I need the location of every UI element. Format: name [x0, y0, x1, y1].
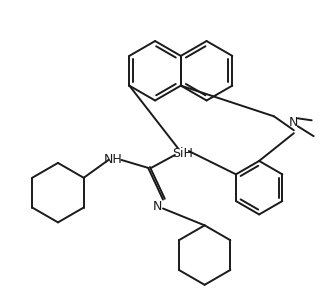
Text: NH: NH — [104, 153, 123, 166]
Text: N: N — [153, 200, 162, 213]
Text: SiH: SiH — [173, 147, 193, 160]
Text: N: N — [289, 116, 298, 129]
